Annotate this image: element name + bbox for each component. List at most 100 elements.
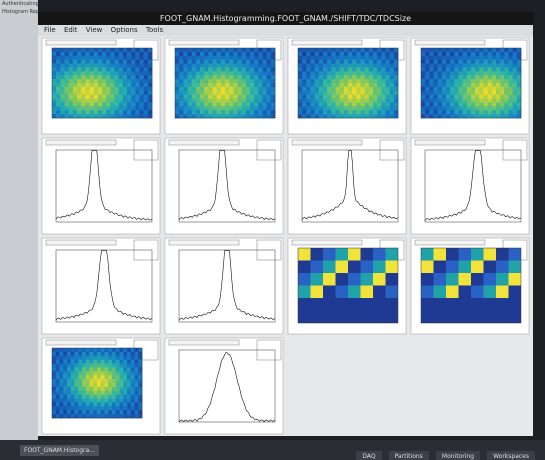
heatmap-cell [238, 64, 242, 68]
heatmap-cell [131, 348, 135, 352]
heatmap-cell [90, 87, 94, 91]
heatmap-cell [369, 83, 373, 87]
heatmap-cell [509, 52, 513, 56]
heatmap-cell [90, 114, 94, 118]
heatmap-cell [254, 56, 258, 60]
heatmap-cell [138, 383, 142, 387]
heatmap-cell [319, 52, 323, 56]
heatmap-cell [340, 64, 344, 68]
menu-item[interactable]: File [44, 26, 56, 34]
heatmap-cell [108, 367, 112, 371]
heatmap-cell [94, 102, 98, 106]
heatmap-cell [479, 106, 483, 110]
heatmap-cell [97, 410, 101, 414]
heatmap-cell [323, 91, 327, 95]
heatmap-cell [459, 79, 463, 83]
heatmap-cell [246, 60, 250, 64]
heatmap-cell [438, 114, 442, 118]
menu-item[interactable]: View [86, 26, 103, 34]
heatmap-cell [306, 102, 310, 106]
heatmap-cell [450, 91, 454, 95]
block-cell [471, 273, 484, 286]
heatmap-cell [71, 348, 75, 352]
heatmap-cell [131, 79, 135, 83]
heatmap-cell [78, 371, 82, 375]
menu-item[interactable]: Edit [64, 26, 78, 34]
block-cell [446, 261, 459, 274]
heatmap-cell [52, 414, 56, 418]
heatmap-cell [446, 71, 450, 75]
tab[interactable]: Monitoring [436, 451, 480, 460]
heatmap-cell [217, 87, 221, 91]
pad-title [169, 40, 239, 45]
panel-item[interactable]: Authenticating Service [0, 0, 38, 8]
heatmap-cell [250, 83, 254, 87]
heatmap-cell [315, 75, 319, 79]
heatmap-cell [85, 75, 89, 79]
heatmap-cell [138, 402, 142, 406]
tab[interactable]: Workspaces [487, 451, 535, 460]
heatmap-cell [196, 87, 200, 91]
heatmap-cell [504, 114, 508, 118]
taskbar-item[interactable]: FOOT_GNAM.Histogra... [20, 445, 99, 456]
heatmap-cell [90, 79, 94, 83]
heatmap-cell [93, 375, 97, 379]
heatmap-cell [179, 102, 183, 106]
heatmap-cell [233, 60, 237, 64]
heatmap-cell [361, 71, 365, 75]
heatmap-cell [196, 95, 200, 99]
heatmap-cell [463, 75, 467, 79]
heatmap-cell [56, 348, 60, 352]
heatmap-cell [60, 391, 64, 395]
heatmap-cell [242, 48, 246, 52]
heatmap-cell [356, 64, 360, 68]
menu-item[interactable]: Tools [146, 26, 163, 34]
block-cell [361, 286, 374, 299]
heatmap-cell [442, 56, 446, 60]
heatmap-cell [148, 71, 152, 75]
heatmap-cell [348, 60, 352, 64]
heatmap-cell [425, 102, 429, 106]
tab[interactable]: DAQ [356, 451, 381, 460]
heatmap-cell [56, 87, 60, 91]
heatmap-cell [386, 99, 390, 103]
heatmap-cell [75, 410, 79, 414]
heatmap-cell [138, 399, 142, 403]
heatmap-cell [496, 75, 500, 79]
heatmap-cell [90, 91, 94, 95]
heatmap-cell [52, 60, 56, 64]
heatmap-cell [509, 56, 513, 60]
heatmap-cell [513, 79, 517, 83]
heatmap-cell [175, 75, 179, 79]
heatmap-cell [102, 79, 106, 83]
heatmap-cell [446, 106, 450, 110]
heatmap-cell [394, 95, 398, 99]
panel-item[interactable]: Histogram Repository [0, 8, 38, 16]
heatmap-cell [500, 102, 504, 106]
tab[interactable]: Partitions [389, 451, 429, 460]
heatmap-cell [233, 52, 237, 56]
heatmap-cell [500, 91, 504, 95]
heatmap-cell [254, 110, 258, 114]
heatmap-cell [238, 114, 242, 118]
heatmap-cell [98, 99, 102, 103]
heatmap-cell [175, 83, 179, 87]
heatmap-cell [69, 110, 73, 114]
heatmap-cell [94, 95, 98, 99]
heatmap-cell [344, 52, 348, 56]
heatmap-cell [373, 99, 377, 103]
heatmap-cell [267, 102, 271, 106]
menu-item[interactable]: Options [111, 26, 138, 34]
heatmap-cell [73, 91, 77, 95]
heatmap-cell [298, 52, 302, 56]
heatmap-cell [119, 48, 123, 52]
heatmap-cell [311, 64, 315, 68]
heatmap-cell [123, 356, 127, 360]
heatmap-cell [208, 79, 212, 83]
heatmap-cell [60, 60, 64, 64]
heatmap-cell [361, 114, 365, 118]
heatmap-cell [52, 364, 56, 368]
heatmap-cell [67, 367, 71, 371]
pad-title [415, 140, 485, 145]
heatmap-cell [484, 95, 488, 99]
